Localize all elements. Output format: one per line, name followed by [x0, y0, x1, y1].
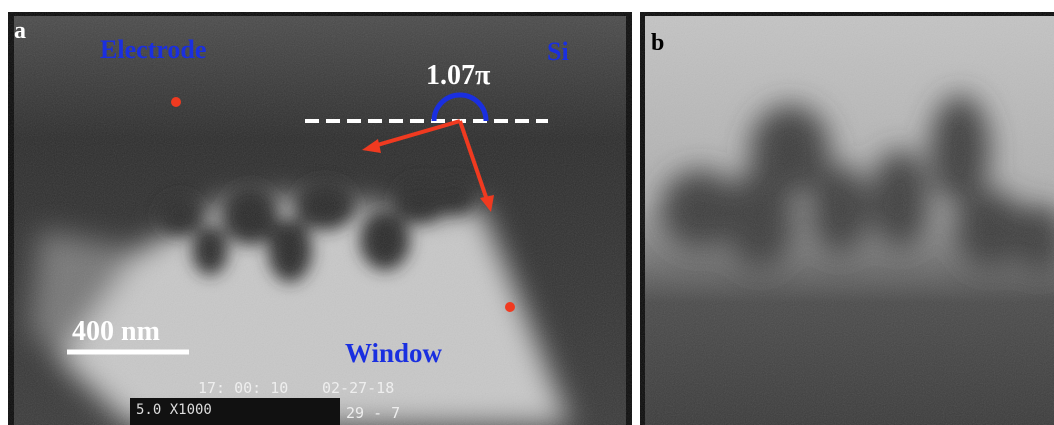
panel-b: b: [640, 12, 1054, 425]
marker-dot: [171, 97, 181, 107]
overlay-frame: 29 - 7: [346, 404, 400, 422]
figure: a Electrode Si 1.07π 400 nm Window 17: 0…: [0, 0, 1054, 425]
marker-dot: [505, 302, 515, 312]
scale-bar-label: 400 nm: [72, 316, 160, 347]
overlay-settings: 5.0 X1000: [136, 402, 212, 418]
image-noise: [645, 16, 1054, 425]
panel-a: a Electrode Si 1.07π 400 nm Window 17: 0…: [8, 12, 632, 425]
angle-label: 1.07π: [426, 60, 491, 91]
image-noise: [14, 16, 626, 425]
label-si: Si: [547, 37, 569, 66]
label-electrode: Electrode: [100, 35, 206, 64]
label-window: Window: [345, 338, 443, 368]
overlay-time: 17: 00: 10: [198, 379, 288, 397]
panel-label: b: [651, 30, 664, 56]
overlay-date: 02-27-18: [322, 379, 394, 397]
panel-label: a: [14, 18, 26, 44]
